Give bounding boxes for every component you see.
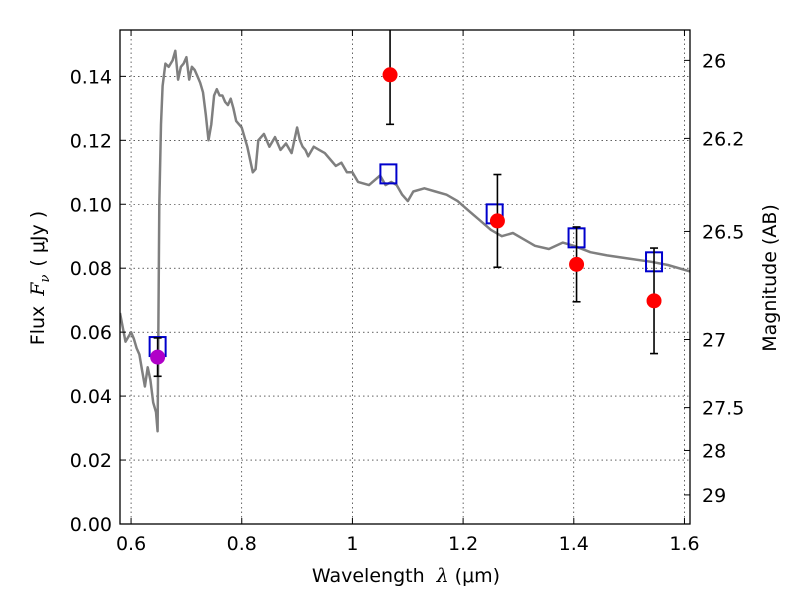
x-tick-label: 0.6 (116, 533, 146, 555)
x-tick-label: 1.2 (448, 533, 478, 555)
y-tick-label: 0.02 (70, 450, 112, 472)
x-tick-label: 0.8 (227, 533, 257, 555)
x-axis-label-symbol: λ (436, 565, 449, 587)
y-tick-label: 0.06 (70, 322, 112, 344)
x-axis-label-text: Wavelength (312, 565, 425, 587)
y-tick-label: 0.12 (70, 130, 112, 152)
filled-circle-marker (569, 256, 585, 272)
right-tick-label: 28 (702, 440, 726, 462)
right-tick-label: 26 (702, 50, 726, 72)
right-tick-label: 27 (702, 330, 726, 352)
y-tick-label: 0.14 (70, 66, 112, 88)
right-tick-label: 29 (702, 485, 726, 507)
x-tick-label: 1.6 (669, 533, 699, 555)
y-axis-label-unit: ( μJy ) (27, 211, 49, 267)
y-tick-label: 0.08 (70, 258, 112, 280)
y-tick-label: 0.10 (70, 194, 112, 216)
y-axis-label-text: Flux (27, 306, 49, 346)
right-tick-label: 26.5 (702, 221, 744, 243)
right-tick-label: 26.2 (702, 128, 744, 150)
x-axis-label: Wavelength λ (μm) (312, 565, 500, 587)
x-tick-label: 1.4 (559, 533, 589, 555)
model-spectrum-layer (120, 49, 690, 433)
plot-frame (119, 29, 691, 525)
axis-ticks-layer: 0.6 0.8 1 1.2 1.4 1.6 0.00 0.02 0.04 0.06 0.08 0.10… (70, 30, 744, 555)
x-tick-label: 1 (346, 533, 358, 555)
right-tick-label: 27.5 (702, 398, 744, 420)
right-axis-label: Magnitude (AB) (759, 204, 781, 352)
data-markers-layer (148, 30, 664, 378)
x-axis-label-unit: (μm) (455, 565, 500, 587)
filled-circle-marker (646, 293, 662, 309)
y-tick-label: 0.00 (70, 514, 112, 536)
y-axis-label: Flux Fν ( μJy ) (27, 211, 53, 345)
filled-circle-marker (489, 213, 505, 229)
y-axis-label-subscript: ν (38, 275, 53, 283)
y-axis-label-symbol: F (27, 282, 49, 297)
filled-circle-marker (150, 349, 166, 365)
open-square-marker (379, 163, 398, 185)
model-spectrum-line (120, 49, 690, 433)
y-tick-label: 0.04 (70, 386, 112, 408)
filled-circle-marker (382, 67, 398, 83)
